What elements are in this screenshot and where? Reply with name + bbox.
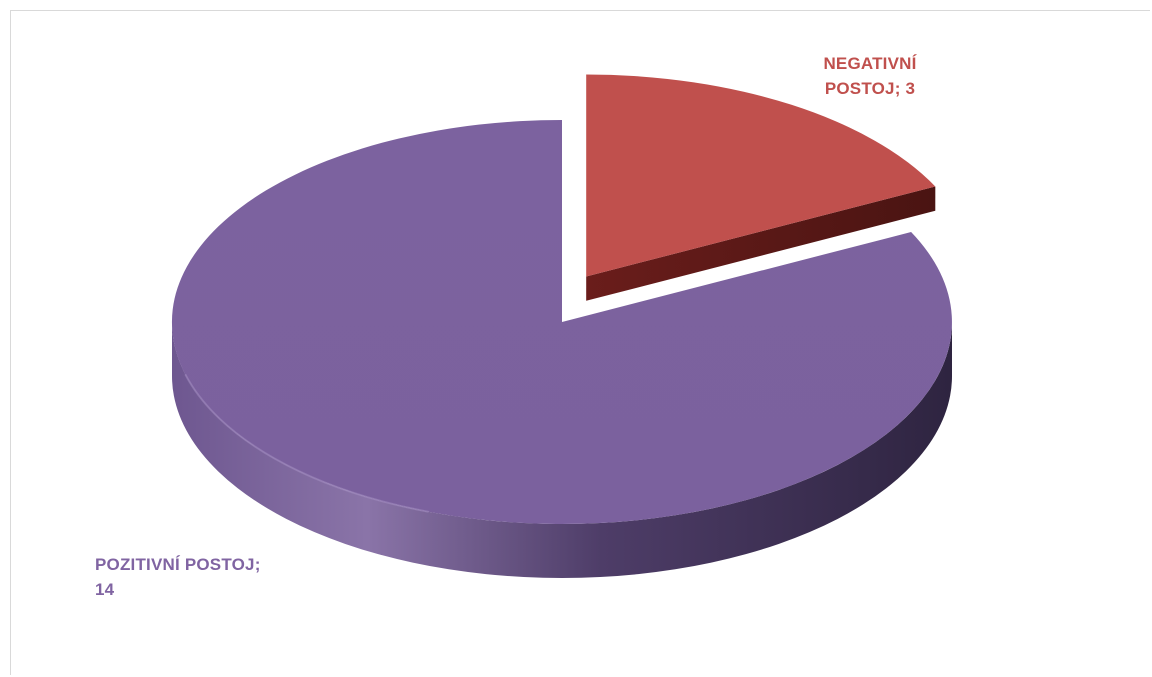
data-label-positive-line2: 14 (95, 580, 115, 599)
data-label-positive: POZITIVNÍ POSTOJ; 14 (95, 552, 325, 602)
data-label-positive-line1: POZITIVNÍ POSTOJ; (95, 555, 261, 574)
pie-slice-negative (586, 74, 936, 277)
chart-frame (10, 10, 1150, 675)
pie-slice-positive-rim (184, 373, 429, 513)
pie-slice-negative-side (586, 186, 936, 301)
pie-slice-positive (171, 119, 952, 525)
data-label-negative-line2: POSTOJ; 3 (824, 79, 916, 98)
pie-slice-positive-side (172, 322, 952, 578)
data-label-negative-line1: NEGATIVNÍ (823, 54, 917, 73)
data-label-negative: NEGATIVNÍ POSTOJ; 3 (790, 51, 950, 101)
